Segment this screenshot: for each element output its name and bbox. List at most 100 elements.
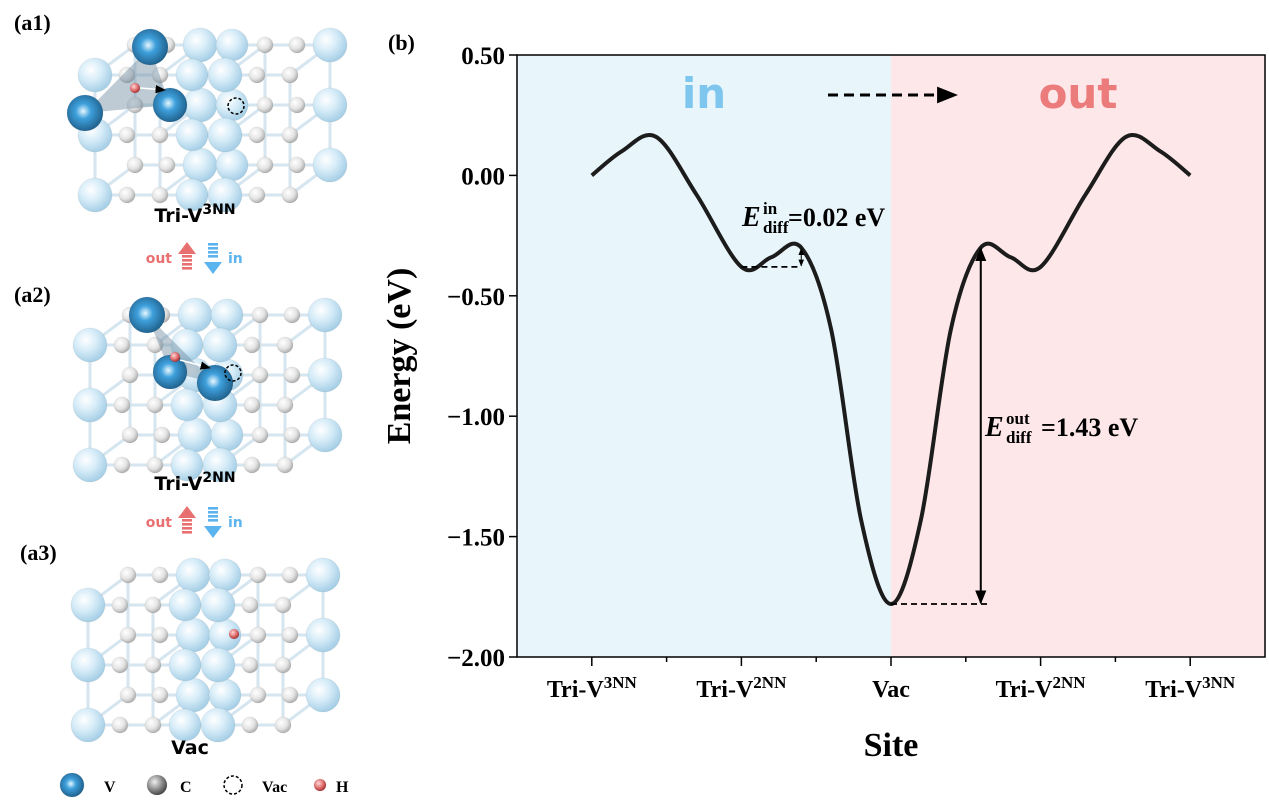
region xyxy=(891,55,1265,657)
atom xyxy=(283,366,301,384)
in-stripe xyxy=(208,519,218,522)
x-tick-label: Tri-V3NN xyxy=(1145,673,1236,703)
y-axis-title: Energy (eV) xyxy=(381,268,418,445)
v-atom xyxy=(307,417,343,453)
name-sup: 3NN xyxy=(202,202,235,218)
c-atom xyxy=(119,626,137,644)
v-atom xyxy=(305,617,341,653)
x-tick-sup: 2NN xyxy=(753,673,787,692)
h-atom xyxy=(129,82,141,94)
c-atom xyxy=(281,66,299,84)
c-atom xyxy=(126,156,144,174)
tri-face xyxy=(147,315,215,383)
annotation-symbol: E xyxy=(984,412,1004,443)
atom xyxy=(111,656,129,674)
c-atom xyxy=(151,66,169,84)
x-tick-text: Tri-V xyxy=(996,677,1054,703)
panel-label: (a1) xyxy=(14,10,51,35)
atom xyxy=(248,186,266,204)
v-atom xyxy=(175,677,211,713)
x-axis-title: Site xyxy=(864,727,919,764)
in-stripe xyxy=(208,243,218,246)
v-atom xyxy=(200,707,236,743)
c-atom xyxy=(146,396,164,414)
c-atom xyxy=(144,656,162,674)
x-tick-text: Tri-V xyxy=(547,677,605,703)
atom xyxy=(281,626,299,644)
vacancy xyxy=(224,364,242,382)
out-label: out xyxy=(146,515,173,531)
v-atom xyxy=(200,647,236,683)
x-tick-sup: 3NN xyxy=(1202,673,1236,692)
region xyxy=(517,55,891,657)
x-tick-sup: 3NN xyxy=(604,673,638,692)
atom xyxy=(215,28,249,62)
atom xyxy=(210,298,244,332)
atom xyxy=(241,716,259,734)
atom xyxy=(241,656,259,674)
in-stripe xyxy=(208,515,218,518)
c-atom xyxy=(274,716,292,734)
atom xyxy=(111,596,129,614)
out-stripe xyxy=(182,267,192,270)
annotation-symbol: E xyxy=(741,202,761,233)
energy-chart: in out (b) 0.50 0.00 −0.50 −1.00 −1.50 −2.00 Tri-… xyxy=(381,30,1266,764)
c-atom xyxy=(281,126,299,144)
y-tick-label: 0.00 xyxy=(461,163,505,190)
v-atom xyxy=(72,327,108,363)
annotation-sub: diff xyxy=(1006,428,1032,447)
c-atom xyxy=(276,456,294,474)
c-atom xyxy=(249,566,267,584)
in-arrow xyxy=(204,262,222,274)
x-tick-label: Tri-V3NN xyxy=(547,673,638,703)
v-atom xyxy=(70,587,106,623)
c-atom xyxy=(146,336,164,354)
atom xyxy=(118,66,136,84)
c-atom xyxy=(274,596,292,614)
atom xyxy=(168,648,202,682)
v-atom xyxy=(72,447,108,483)
structure-name: Vac xyxy=(171,737,209,759)
in-stripe xyxy=(208,255,218,258)
legend-v xyxy=(59,772,85,798)
v-atom xyxy=(182,147,218,183)
annotation-sup: out xyxy=(1006,409,1030,428)
x-tick-text: Vac xyxy=(872,677,910,703)
v-atom xyxy=(196,364,234,402)
atom xyxy=(243,396,261,414)
c-atom xyxy=(151,126,169,144)
v-atom xyxy=(200,587,236,623)
c-atom xyxy=(276,336,294,354)
v-atom xyxy=(307,357,343,393)
v-atom xyxy=(152,87,188,123)
atom xyxy=(113,456,131,474)
c-atom xyxy=(126,96,144,114)
h-atom xyxy=(169,351,181,363)
out-stripe xyxy=(182,527,192,530)
c-atom xyxy=(256,156,274,174)
region-label: out xyxy=(1039,69,1118,118)
out-stripe xyxy=(182,263,192,266)
atom xyxy=(241,596,259,614)
c-atom xyxy=(121,366,139,384)
v-atom xyxy=(207,117,243,153)
path-arrow xyxy=(179,359,212,370)
atom xyxy=(170,388,204,422)
v-atom xyxy=(177,417,213,453)
legend-h xyxy=(313,778,327,792)
legend-c xyxy=(146,774,168,796)
atom xyxy=(113,396,131,414)
out-arrow xyxy=(178,242,196,254)
atom xyxy=(118,126,136,144)
lattice xyxy=(77,27,348,213)
v-atom xyxy=(305,677,341,713)
vacancy xyxy=(227,97,245,115)
v-atom xyxy=(72,387,108,423)
y-tick-label: −0.50 xyxy=(447,284,505,311)
atom xyxy=(151,566,169,584)
x-tick-label: Tri-V2NN xyxy=(996,673,1087,703)
atom xyxy=(113,336,131,354)
atom xyxy=(168,588,202,622)
legend-text: H xyxy=(336,779,349,796)
